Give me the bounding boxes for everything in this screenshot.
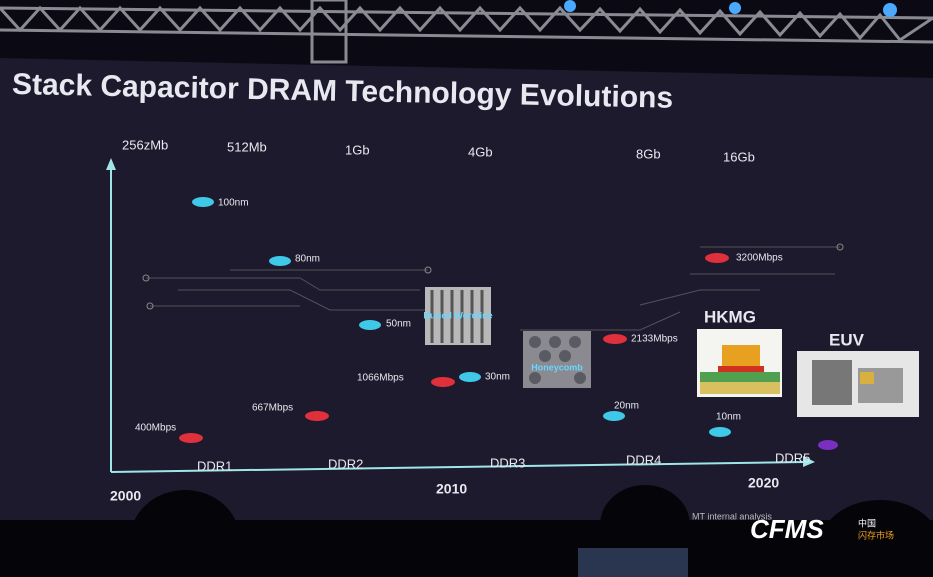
- image-title: EUV: [829, 330, 865, 349]
- stage-truss: [0, 0, 933, 64]
- year: 2020: [748, 475, 779, 491]
- stage-light: [883, 3, 897, 17]
- stage-light: [729, 2, 741, 14]
- node-label: 30nm: [485, 372, 510, 383]
- honeycomb-image: Honeycomb: [523, 331, 591, 388]
- node-label: 80nm: [295, 254, 320, 265]
- logo-brand: CFMS: [750, 514, 824, 544]
- euv-image: [797, 351, 919, 417]
- circuit-traces: [142, 243, 844, 331]
- image-caption: Honeycomb: [531, 362, 583, 372]
- image-caption: Buried Wordline: [423, 310, 492, 320]
- density: 4Gb: [468, 144, 493, 159]
- speed-label: 667Mbps: [252, 403, 293, 414]
- phone-screen: [578, 548, 688, 577]
- logo-text: 闪存市场: [858, 529, 894, 540]
- ddr5-point: [818, 440, 838, 450]
- node-points: [192, 197, 731, 437]
- speed-label: 3200Mbps: [736, 253, 783, 264]
- node-label: 20nm: [614, 401, 639, 412]
- year: 2000: [110, 488, 141, 504]
- buried-wordline-image: Buried Wordline: [423, 287, 493, 345]
- node-label: 50nm: [386, 319, 411, 330]
- generation: DDR1: [197, 458, 232, 473]
- speed-label: 1066Mbps: [357, 373, 404, 384]
- density: 8Gb: [636, 146, 661, 161]
- density: 512Mb: [227, 139, 267, 154]
- generation: DDR5: [775, 450, 810, 465]
- year: 2010: [436, 481, 467, 497]
- axis-arrow: [803, 456, 815, 467]
- density: 1Gb: [345, 142, 370, 157]
- generation: DDR3: [490, 455, 525, 470]
- image-title: HKMG: [704, 307, 756, 326]
- speed-points: [179, 253, 729, 443]
- density: 16Gb: [723, 149, 755, 164]
- generation: DDR2: [328, 456, 363, 471]
- logo-text: 中国: [858, 517, 876, 528]
- audience: [0, 485, 933, 577]
- axis-arrow: [106, 158, 116, 170]
- hkmg-image: [697, 329, 782, 397]
- footnote: MT internal analysis: [692, 511, 772, 521]
- speed-label: 2133Mbps: [631, 334, 678, 345]
- node-label: 100nm: [218, 198, 249, 209]
- generation: DDR4: [626, 452, 661, 467]
- stage-light: [564, 0, 576, 12]
- density: 256zMb: [122, 137, 168, 152]
- x-axis: [110, 461, 806, 473]
- node-label: 10nm: [716, 412, 741, 423]
- speed-label: 400Mbps: [135, 423, 176, 434]
